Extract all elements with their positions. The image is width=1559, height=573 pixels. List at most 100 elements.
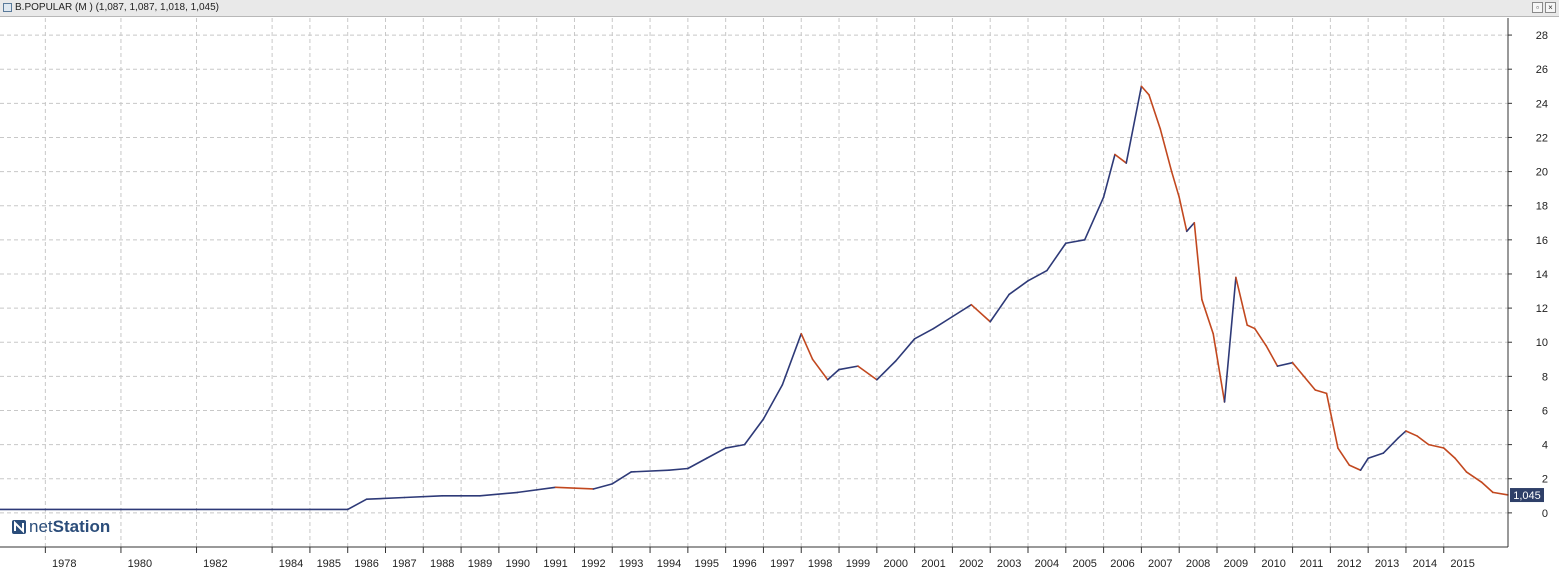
x-tick-label: 1998 bbox=[808, 558, 832, 570]
x-tick-label: 1978 bbox=[52, 558, 76, 570]
y-tick-label: 18 bbox=[1536, 201, 1548, 213]
price-segment bbox=[1480, 481, 1494, 494]
price-segment bbox=[913, 327, 935, 340]
x-tick-label: 2000 bbox=[883, 558, 907, 570]
y-tick-label: 28 bbox=[1536, 30, 1548, 42]
logo-suffix: Station bbox=[52, 517, 111, 536]
price-segment bbox=[1314, 389, 1328, 395]
netstation-logo-text: netStation bbox=[29, 517, 110, 537]
x-tick-label: 1996 bbox=[732, 558, 756, 570]
price-segment bbox=[826, 368, 840, 381]
restore-window-button[interactable]: ▫ bbox=[1532, 2, 1543, 13]
price-segment bbox=[705, 447, 727, 460]
price-segment bbox=[1170, 170, 1180, 198]
horizontal-gridlines bbox=[0, 34, 1508, 514]
y-tick-label: 22 bbox=[1536, 132, 1548, 144]
price-segment bbox=[1102, 153, 1116, 198]
price-segment bbox=[1337, 447, 1351, 466]
y-tick-label: 14 bbox=[1536, 269, 1548, 281]
price-segment bbox=[1416, 435, 1430, 446]
y-tick-label: 24 bbox=[1536, 98, 1548, 110]
price-segment bbox=[1223, 276, 1237, 403]
price-segment bbox=[1325, 392, 1339, 449]
chart-window-icon bbox=[3, 3, 12, 12]
price-segment bbox=[876, 360, 897, 381]
price-segment bbox=[611, 471, 632, 485]
x-tick-label: 1988 bbox=[430, 558, 454, 570]
x-tick-label: 2006 bbox=[1110, 558, 1134, 570]
price-segment bbox=[1125, 85, 1143, 164]
price-segment bbox=[479, 491, 519, 497]
x-tick-label: 1980 bbox=[128, 558, 152, 570]
x-tick-label: 1990 bbox=[506, 558, 530, 570]
x-tick-label: 2002 bbox=[959, 558, 983, 570]
last-value-badge: 1,045 bbox=[1510, 488, 1544, 503]
price-segment bbox=[781, 332, 803, 386]
price-segment bbox=[1465, 471, 1483, 483]
x-tick-label: 1984 bbox=[279, 558, 303, 570]
price-segment bbox=[1140, 85, 1150, 96]
x-tick-label: 2001 bbox=[921, 558, 945, 570]
price-segment bbox=[811, 358, 829, 381]
price-segment bbox=[1382, 436, 1400, 454]
logo-prefix: net bbox=[29, 517, 53, 536]
y-tick-label: 2 bbox=[1542, 474, 1548, 486]
price-segment bbox=[1397, 430, 1407, 439]
price-segment bbox=[1442, 447, 1456, 460]
price-segment bbox=[857, 365, 878, 381]
price-segment bbox=[592, 483, 614, 490]
y-tick-label: 12 bbox=[1536, 303, 1548, 315]
x-tick-label: 1985 bbox=[317, 558, 341, 570]
x-tick-label: 2008 bbox=[1186, 558, 1210, 570]
x-tick-label: 1992 bbox=[581, 558, 605, 570]
price-segment bbox=[1235, 276, 1249, 326]
y-tick-label: 8 bbox=[1542, 371, 1548, 383]
price-segment bbox=[1114, 153, 1128, 164]
price-segment bbox=[1253, 327, 1267, 347]
vertical-gridlines bbox=[44, 18, 1445, 547]
x-tick-label: 2010 bbox=[1261, 558, 1285, 570]
price-segment bbox=[630, 469, 670, 473]
last-value-badge-box bbox=[1510, 488, 1544, 503]
y-tick-label: 10 bbox=[1536, 337, 1548, 349]
price-segment bbox=[1359, 457, 1369, 472]
price-segment bbox=[554, 486, 595, 490]
price-segment bbox=[1212, 332, 1226, 403]
x-tick-label: 2011 bbox=[1300, 558, 1324, 570]
price-segment bbox=[1291, 361, 1305, 378]
price-segment bbox=[1492, 491, 1509, 496]
x-tick-label: 1999 bbox=[846, 558, 870, 570]
price-segment bbox=[989, 293, 1010, 323]
price-segment bbox=[1083, 196, 1105, 241]
y-tick-label: 4 bbox=[1542, 440, 1548, 452]
x-tick-label: 1987 bbox=[392, 558, 416, 570]
y-tick-label: 6 bbox=[1542, 405, 1548, 417]
x-tick-label: 2003 bbox=[997, 558, 1021, 570]
price-segment bbox=[800, 332, 814, 361]
x-tick-label: 2005 bbox=[1072, 558, 1096, 570]
price-segment bbox=[1201, 298, 1215, 335]
price-segment bbox=[1454, 457, 1468, 473]
price-segment bbox=[1008, 279, 1029, 296]
price-segment bbox=[1065, 239, 1086, 245]
price-segment bbox=[1367, 452, 1385, 460]
price-segment bbox=[894, 338, 916, 362]
y-tick-label: 26 bbox=[1536, 64, 1548, 76]
price-segment bbox=[346, 498, 368, 511]
price-segment bbox=[1159, 128, 1173, 173]
price-segment bbox=[724, 443, 746, 449]
x-tick-label: 1989 bbox=[468, 558, 492, 570]
price-segment bbox=[1276, 361, 1294, 367]
price-segment bbox=[1348, 464, 1362, 472]
close-window-button[interactable]: × bbox=[1545, 2, 1556, 13]
x-tick-label: 1995 bbox=[695, 558, 719, 570]
y-tick-label: 20 bbox=[1536, 167, 1548, 179]
y-tick-label: 16 bbox=[1536, 235, 1548, 247]
x-tick-label: 2012 bbox=[1337, 558, 1361, 570]
price-segment bbox=[762, 384, 784, 420]
price-segment bbox=[1265, 344, 1279, 367]
price-segment bbox=[951, 303, 973, 318]
netstation-logo-icon bbox=[12, 520, 26, 534]
x-tick-label: 1991 bbox=[543, 558, 567, 570]
